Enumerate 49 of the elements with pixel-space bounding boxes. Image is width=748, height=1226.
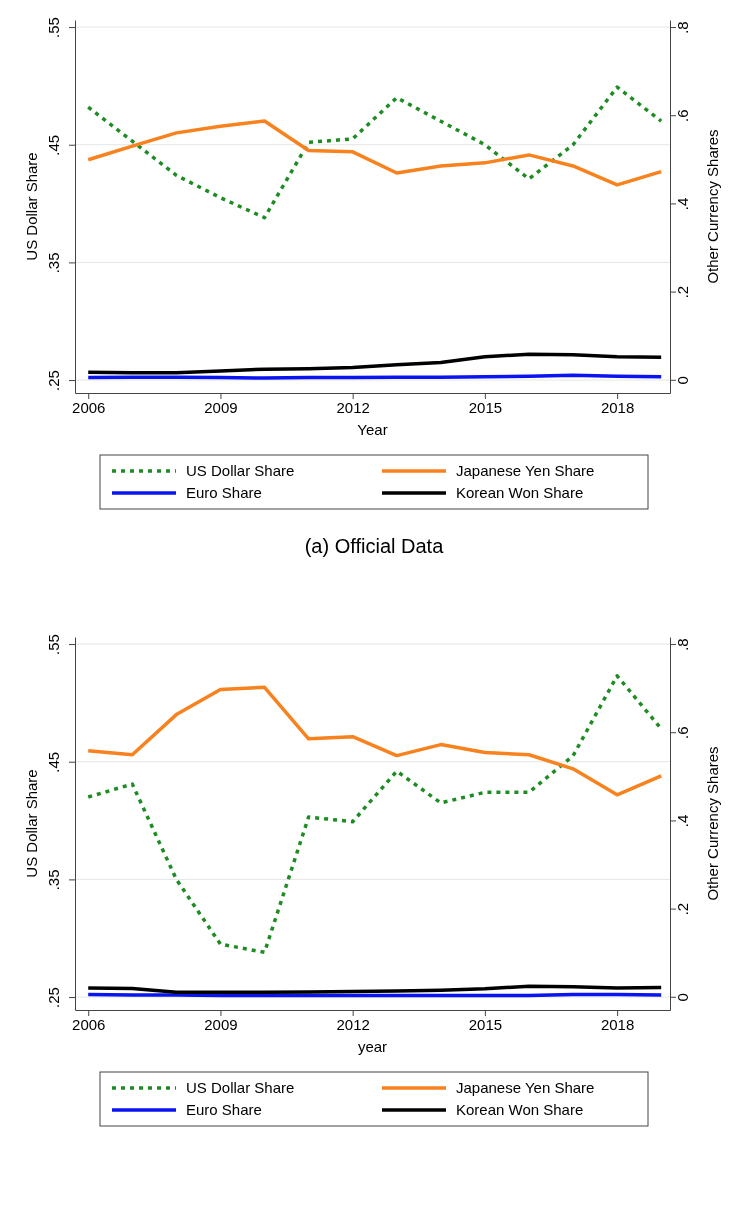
x-axis-title: Year [357, 421, 388, 438]
legend-label: US Dollar Share [186, 462, 295, 479]
legend-label: Euro Share [186, 1101, 262, 1118]
line-series [86, 984, 663, 995]
legend-label: Euro Share [186, 484, 262, 501]
line-series [86, 85, 663, 220]
y-tick-label: .45 [45, 751, 62, 773]
text: (a) Official Data [304, 535, 445, 557]
y-tick-label: .35 [45, 252, 62, 274]
x-tick-label: 2012 [336, 1015, 370, 1033]
y2-tick-label: .8 [674, 638, 691, 651]
y-tick-label: .45 [45, 134, 62, 156]
x-tick-label: 2009 [204, 398, 238, 416]
line-series [86, 674, 663, 955]
y2-tick-label: 0 [674, 376, 691, 385]
y2-tick-label: .4 [674, 814, 691, 828]
y-axis-title: US Dollar Share [23, 769, 40, 878]
y2-tick-label: .2 [674, 902, 691, 916]
legend-label: Korean Won Share [456, 484, 584, 501]
x-tick-label: 2018 [600, 1015, 635, 1033]
y-tick-label: .55 [45, 634, 62, 655]
y2-tick-label: .4 [674, 197, 691, 211]
x-axis-title: year [357, 1038, 388, 1055]
y2-axis-title: Other Currency Shares [704, 746, 721, 901]
x-tick-label: 2015 [468, 398, 503, 416]
line-series [86, 352, 663, 375]
legend-label: Korean Won Share [456, 1101, 584, 1118]
line-series [86, 119, 663, 187]
x-tick-label: 2006 [72, 1015, 106, 1033]
legend-label: Japanese Yen Share [456, 462, 595, 479]
x-tick-label: 2006 [72, 398, 106, 416]
y2-axis-title: Other Currency Shares [704, 129, 721, 284]
y2-tick-label: .6 [674, 726, 691, 739]
y-tick-label: .55 [45, 17, 62, 38]
line-series [86, 685, 663, 797]
y-tick-label: .25 [45, 370, 62, 391]
y2-tick-label: 0 [674, 993, 691, 1002]
y2-tick-label: .8 [674, 21, 691, 34]
y-tick-label: .25 [45, 987, 62, 1008]
legend-label: Japanese Yen Share [456, 1079, 595, 1096]
x-tick-label: 2018 [600, 398, 635, 416]
x-tick-label: 2015 [468, 1015, 503, 1033]
legend-label: US Dollar Share [186, 1079, 295, 1096]
y2-tick-label: .2 [674, 285, 691, 299]
y-axis-title: US Dollar Share [23, 152, 40, 261]
x-tick-label: 2009 [204, 1015, 238, 1033]
y2-tick-label: .6 [674, 109, 691, 122]
x-tick-label: 2012 [336, 398, 370, 416]
y-tick-label: .35 [45, 869, 62, 891]
